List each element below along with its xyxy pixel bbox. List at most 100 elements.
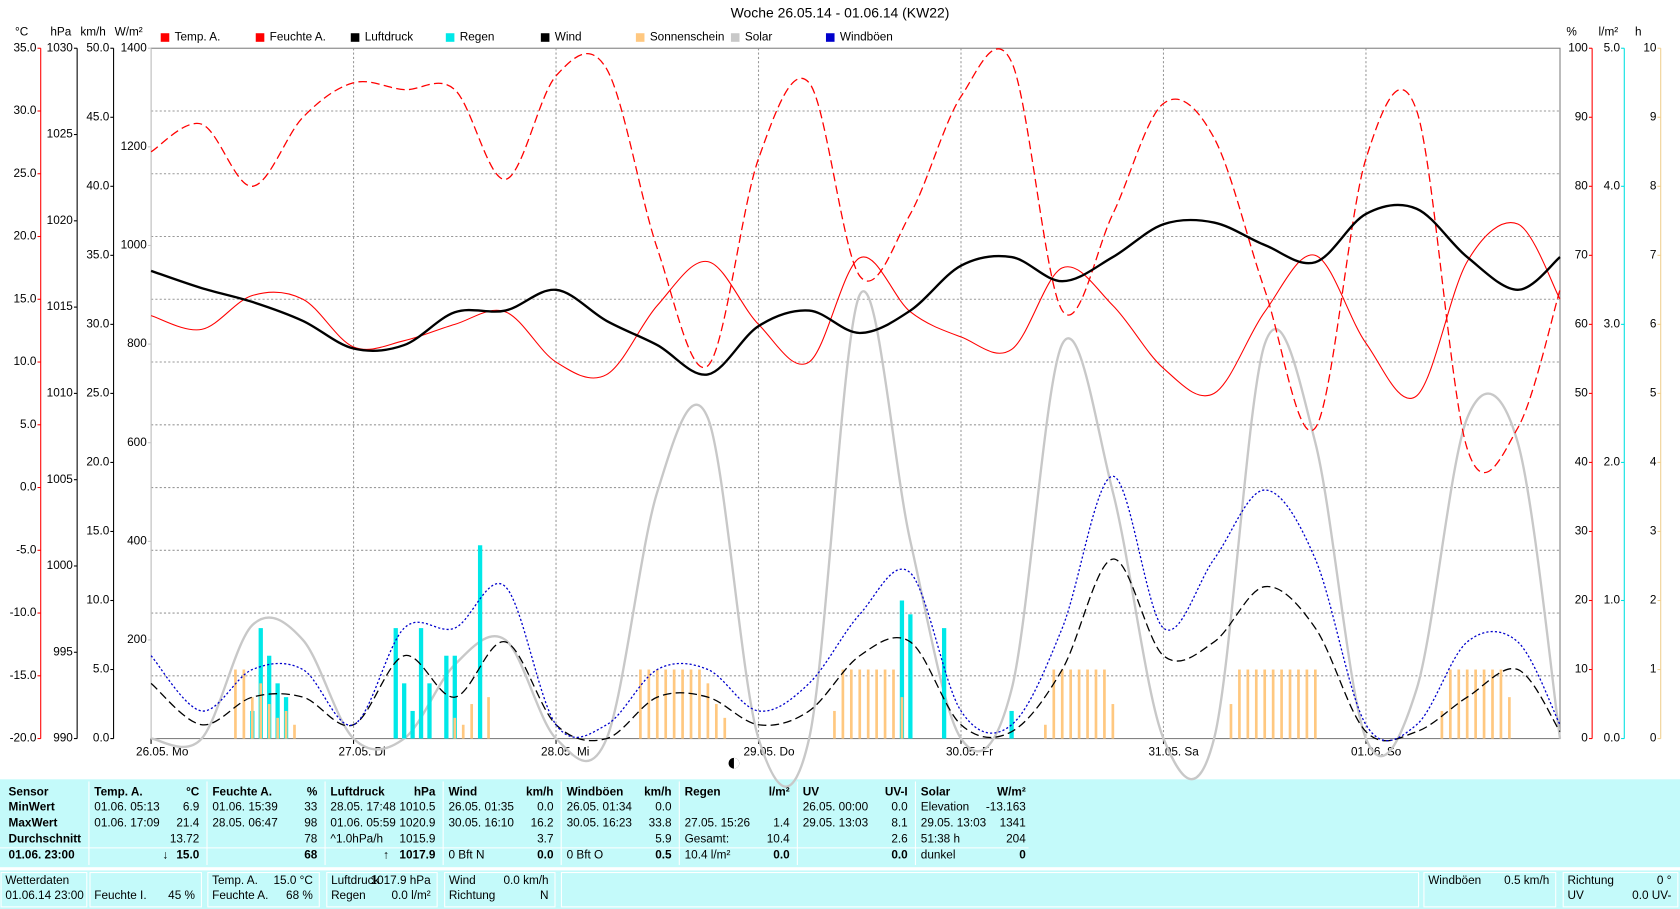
bar	[1246, 669, 1250, 739]
cell-value: 5.9	[655, 832, 671, 845]
y-tick-label: 50	[1575, 387, 1589, 400]
y-tick-label: 20.0	[14, 230, 37, 243]
cell-value: 6.9	[183, 800, 199, 813]
bar	[477, 545, 483, 739]
y-tick-label: 70	[1575, 248, 1589, 261]
axis-unit: %	[1566, 25, 1577, 38]
column-unit: W/m²	[997, 785, 1026, 798]
y-tick-label: 5.0	[93, 663, 110, 676]
cell-label: 29.05. 13:03	[921, 816, 987, 829]
cell-value: 0.0	[891, 849, 908, 862]
bar	[841, 669, 845, 739]
column-header: Feuchte A.	[212, 785, 272, 798]
axis-unit: km/h	[80, 25, 105, 38]
column-unit: l/m²	[769, 785, 790, 798]
y-tick-label: 3	[1650, 525, 1657, 538]
moon-phase-light	[733, 757, 740, 769]
cell-value: 0.5	[655, 849, 672, 862]
bar	[1491, 669, 1494, 739]
status-filler	[560, 872, 1420, 908]
status-label: Luftdruck	[331, 874, 380, 887]
status-label: Wetterdaten	[5, 874, 69, 887]
legend-label: Sonnenschein	[650, 31, 725, 44]
bar	[1060, 669, 1064, 739]
cell-label: 01.06. 17:09	[94, 816, 159, 829]
y-tick-label: 1000	[47, 559, 74, 572]
bar	[723, 717, 727, 739]
y-tick-label: 1.0	[1604, 594, 1621, 607]
bar	[1052, 669, 1056, 739]
cell-label: 30.05. 16:10	[449, 816, 515, 829]
series-line	[150, 558, 1561, 742]
bar	[664, 669, 668, 739]
bar	[418, 628, 424, 739]
row-label: MaxWert	[9, 816, 58, 829]
bar	[941, 628, 947, 739]
status-cell	[1423, 872, 1557, 908]
cell-label: 26.05. 01:34	[567, 800, 633, 813]
cell-label: 01.06. 15:39	[212, 800, 277, 813]
status-label: UV	[1568, 889, 1584, 902]
bar	[461, 724, 465, 739]
y-tick-label: 7	[1650, 248, 1657, 261]
status-label: Windböen	[1428, 874, 1481, 887]
y-tick-label: 5.0	[1604, 41, 1621, 54]
chart-title: Woche 26.05.14 - 01.06.14 (KW22)	[731, 5, 950, 21]
cell-value: 13.72	[170, 832, 199, 845]
bar	[639, 669, 642, 739]
y-tick-label: 2	[1650, 594, 1657, 607]
y-tick-label: 30.0	[14, 104, 37, 117]
bar	[698, 669, 701, 739]
legend-label: Wind	[555, 31, 582, 44]
column-unit: %	[307, 785, 318, 798]
bar	[1313, 669, 1317, 739]
row-label: Sensor	[9, 785, 49, 798]
cell-value: 1017.9	[399, 849, 435, 862]
bar	[1305, 669, 1309, 739]
bar	[1077, 669, 1081, 739]
bar	[1044, 724, 1047, 739]
cell-value: 1020.9	[399, 816, 435, 829]
status-value: 45 %	[168, 889, 195, 902]
bar	[892, 669, 895, 739]
cell-label: 27.05. 15:26	[685, 816, 751, 829]
bar	[487, 697, 490, 739]
y-tick-label: -15.0	[10, 669, 37, 682]
y-tick-label: 35.0	[14, 41, 37, 54]
bar	[1263, 669, 1267, 739]
bar	[1474, 669, 1477, 739]
cell-value: 1010.5	[399, 800, 435, 813]
series-line	[150, 48, 1561, 474]
y-tick-label: 5.0	[20, 418, 37, 431]
bar	[883, 669, 887, 739]
y-tick-label: 1015	[47, 300, 74, 313]
cell-value: 0.0	[537, 849, 554, 862]
cell-value: 16.2	[531, 816, 554, 829]
y-tick-label: 30	[1575, 525, 1589, 538]
status-cell	[207, 872, 320, 908]
bar	[1229, 704, 1233, 739]
bar	[655, 669, 659, 739]
status-cell	[1562, 872, 1679, 908]
status-label: Feuchte I.	[94, 889, 146, 902]
column-unit: UV-I	[885, 785, 908, 798]
series-line	[150, 222, 1561, 399]
bar	[1482, 669, 1486, 739]
stats-panel	[0, 779, 1680, 868]
bar	[1111, 704, 1115, 739]
bar	[1448, 669, 1452, 739]
axis-unit: l/m²	[1599, 25, 1619, 38]
cell-label: 26.05. 01:35	[449, 800, 515, 813]
cell-value: 0.0	[655, 800, 672, 813]
y-tick-label: 990	[53, 732, 73, 745]
y-tick-label: -10.0	[10, 606, 37, 619]
y-tick-label: 1400	[121, 41, 148, 54]
cell-label: 28.05. 06:47	[212, 816, 277, 829]
bar	[1280, 669, 1283, 739]
cell-value: 8.1	[891, 816, 907, 829]
cell-label: 30.05. 16:23	[567, 816, 633, 829]
bar	[293, 724, 296, 739]
y-tick-label: 45.0	[86, 110, 109, 123]
column-unit: hPa	[414, 785, 436, 798]
bar	[706, 683, 710, 739]
